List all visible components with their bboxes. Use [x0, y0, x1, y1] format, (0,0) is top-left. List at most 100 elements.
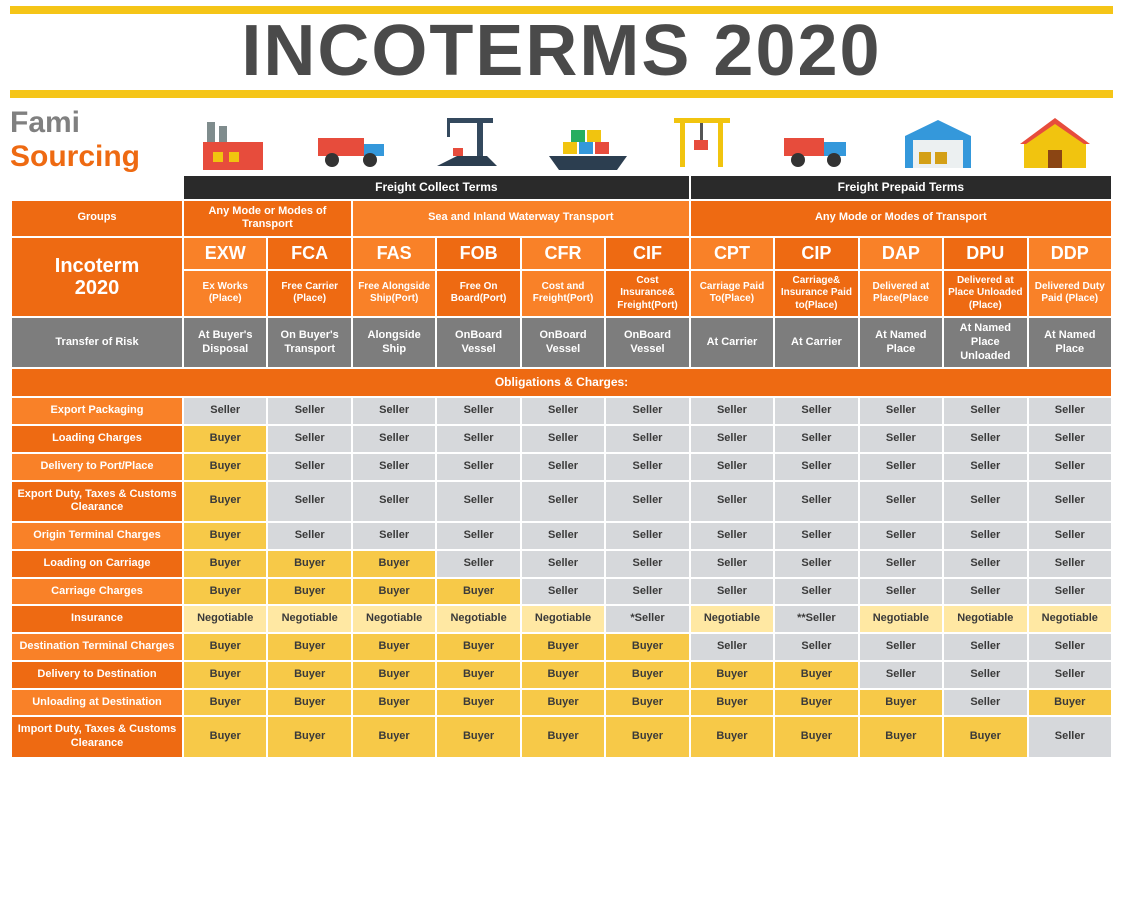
obligation-cell: Seller: [775, 579, 857, 605]
obligation-cell: Seller: [691, 398, 773, 424]
obligation-cell: Seller: [606, 523, 688, 549]
row-label: Unloading at Destination: [12, 690, 182, 716]
risk-cell: At Buyer's Disposal: [184, 318, 266, 367]
cargo-ship-icon: [530, 112, 647, 174]
term-code-fob: FOB: [437, 238, 519, 269]
term-code-ddp: DDP: [1029, 238, 1111, 269]
obligation-cell: Seller: [606, 482, 688, 522]
term-code-cpt: CPT: [691, 238, 773, 269]
obligation-cell: Seller: [353, 482, 435, 522]
obligation-cell: **Seller: [775, 606, 857, 632]
obligation-cell: Seller: [1029, 482, 1111, 522]
freight-header: Freight Collect Terms: [184, 176, 689, 199]
obligation-cell: Buyer: [353, 579, 435, 605]
obligation-cell: Buyer: [522, 690, 604, 716]
port-crane-icon: [413, 112, 530, 174]
obligation-cell: Buyer: [437, 690, 519, 716]
obligation-cell: Seller: [944, 482, 1026, 522]
term-desc-fca: Free Carrier (Place): [268, 271, 350, 317]
obligation-cell: Seller: [691, 634, 773, 660]
brand-logo: Fami Sourcing: [10, 106, 180, 174]
obligation-cell: Buyer: [606, 662, 688, 688]
obligation-cell: Seller: [860, 454, 942, 480]
obligation-cell: Seller: [606, 454, 688, 480]
risk-cell: At Carrier: [775, 318, 857, 367]
row-label: Delivery to Destination: [12, 662, 182, 688]
risk-cell: At Named Place Unloaded: [944, 318, 1026, 367]
obligation-cell: Seller: [944, 579, 1026, 605]
obligation-cell: Buyer: [522, 634, 604, 660]
row-label: Export Duty, Taxes & Customs Clearance: [12, 482, 182, 522]
obligation-cell: Seller: [775, 398, 857, 424]
obligation-cell: Buyer: [184, 634, 266, 660]
obligation-cell: Negotiable: [860, 606, 942, 632]
obligation-cell: Seller: [353, 426, 435, 452]
obligation-cell: Negotiable: [522, 606, 604, 632]
term-code-dap: DAP: [860, 238, 942, 269]
term-code-fas: FAS: [353, 238, 435, 269]
obligation-cell: Buyer: [691, 662, 773, 688]
obligation-cell: Seller: [944, 426, 1026, 452]
obligation-cell: Seller: [775, 482, 857, 522]
obligation-cell: Seller: [437, 482, 519, 522]
page-title: INCOTERMS 2020: [10, 14, 1113, 90]
term-code-dpu: DPU: [944, 238, 1026, 269]
obligation-cell: Buyer: [691, 717, 773, 757]
obligation-cell: Buyer: [775, 662, 857, 688]
obligation-cell: Seller: [1029, 634, 1111, 660]
term-code-fca: FCA: [268, 238, 350, 269]
term-code-cip: CIP: [775, 238, 857, 269]
obligation-cell: Seller: [944, 690, 1026, 716]
incoterms-table: Freight Collect TermsFreight Prepaid Ter…: [10, 174, 1113, 759]
incoterm-header-label: Incoterm2020: [12, 238, 182, 316]
obligation-cell: Seller: [522, 551, 604, 577]
obligation-cell: Buyer: [353, 662, 435, 688]
obligation-cell: Seller: [437, 551, 519, 577]
logo-line2: Sourcing: [10, 140, 180, 174]
obligation-cell: Buyer: [944, 717, 1026, 757]
obligation-cell: Seller: [1029, 523, 1111, 549]
row-label: Insurance: [12, 606, 182, 632]
obligation-cell: Negotiable: [184, 606, 266, 632]
row-label: Delivery to Port/Place: [12, 454, 182, 480]
obligation-cell: Seller: [522, 579, 604, 605]
obligation-cell: Seller: [522, 454, 604, 480]
transport-mode-header: Sea and Inland Waterway Transport: [353, 201, 689, 237]
obligation-cell: Negotiable: [437, 606, 519, 632]
risk-label: Transfer of Risk: [12, 318, 182, 367]
term-desc-cip: Carriage& Insurance Paid to(Place): [775, 271, 857, 317]
obligation-cell: Buyer: [353, 690, 435, 716]
obligation-cell: Seller: [775, 523, 857, 549]
obligation-cell: Seller: [1029, 426, 1111, 452]
term-code-exw: EXW: [184, 238, 266, 269]
row-label: Import Duty, Taxes & Customs Clearance: [12, 717, 182, 757]
title-band: INCOTERMS 2020: [10, 6, 1113, 98]
obligation-cell: Seller: [437, 398, 519, 424]
row-label: Loading on Carriage: [12, 551, 182, 577]
obligation-cell: Seller: [860, 662, 942, 688]
obligation-cell: Seller: [860, 426, 942, 452]
obligation-cell: Buyer: [184, 426, 266, 452]
term-desc-exw: Ex Works (Place): [184, 271, 266, 317]
obligation-cell: Buyer: [860, 717, 942, 757]
obligation-cell: Seller: [944, 523, 1026, 549]
risk-cell: OnBoard Vessel: [606, 318, 688, 367]
blank-corner: [12, 176, 182, 199]
term-desc-cfr: Cost and Freight(Port): [522, 271, 604, 317]
obligation-cell: Buyer: [437, 579, 519, 605]
obligation-cell: Seller: [268, 426, 350, 452]
house-icon: [996, 112, 1113, 174]
term-code-cfr: CFR: [522, 238, 604, 269]
obligation-cell: Seller: [944, 634, 1026, 660]
obligation-cell: Seller: [353, 398, 435, 424]
obligation-cell: Seller: [606, 551, 688, 577]
obligation-cell: Buyer: [691, 690, 773, 716]
row-label: Destination Terminal Charges: [12, 634, 182, 660]
obligation-cell: Buyer: [184, 454, 266, 480]
obligation-cell: Seller: [522, 398, 604, 424]
logo-line1: Fami: [10, 106, 180, 140]
obligation-cell: Buyer: [184, 579, 266, 605]
obligation-cell: Buyer: [775, 717, 857, 757]
term-desc-dap: Delivered at Place(Place: [860, 271, 942, 317]
obligation-cell: Buyer: [353, 717, 435, 757]
